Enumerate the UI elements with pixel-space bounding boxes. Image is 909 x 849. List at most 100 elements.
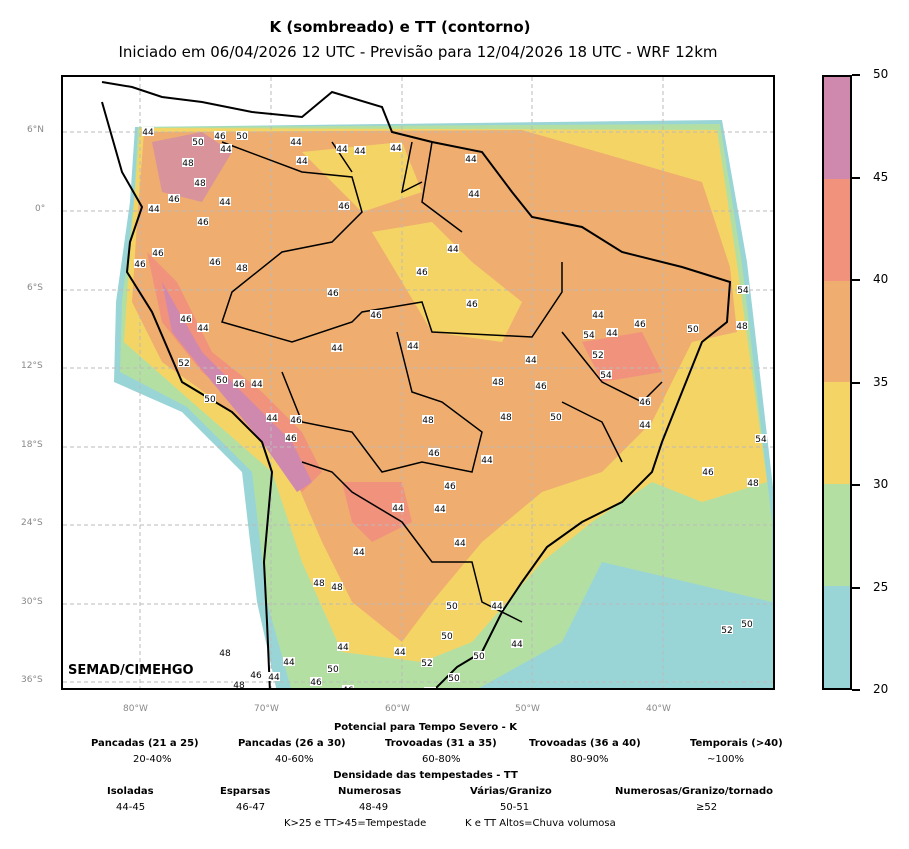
contour-label: 44 <box>142 128 154 138</box>
contour-label: 48 <box>500 413 512 423</box>
contour-label: 46 <box>639 398 651 408</box>
contour-label: 50 <box>441 632 453 642</box>
contour-label: 52 <box>178 359 189 369</box>
contour-label-bg <box>342 685 354 688</box>
colorbar-segment <box>824 586 850 688</box>
contour-label-bg <box>178 358 190 367</box>
contour-label: 44 <box>197 324 209 334</box>
contour-label-bg <box>492 377 504 386</box>
contour-label-bg <box>447 244 459 253</box>
contour-label-bg <box>353 547 365 556</box>
contour-label-bg <box>465 154 477 163</box>
contour-label: 46 <box>466 300 478 310</box>
contour-label: 44 <box>266 414 278 424</box>
contour-label-bg <box>182 158 194 167</box>
contour-label-bg <box>204 394 216 403</box>
colorbar-segment <box>824 178 850 281</box>
lat-tick: 6°N <box>27 125 44 135</box>
contour-label: 48 <box>736 322 748 332</box>
contour-label-bg <box>197 217 209 226</box>
contour-label-bg <box>370 310 382 319</box>
contour-label: 52 <box>592 351 603 361</box>
k-field-yellow-patch <box>372 222 522 342</box>
contour-label: 44 <box>525 356 537 366</box>
lat-tick: 30°S <box>21 597 43 607</box>
contour-label-bg <box>336 144 348 153</box>
contour-label: 44 <box>511 640 523 650</box>
contour-label: 44 <box>336 145 348 155</box>
contour-label: 44 <box>639 421 651 431</box>
contour-label-bg <box>148 204 160 213</box>
credit-label: SEMAD/CIMEHGO <box>68 663 194 678</box>
contour-label-bg <box>639 397 651 406</box>
contour-label: 50 <box>448 674 460 684</box>
contour-label: 46 <box>152 249 164 259</box>
colorbar <box>822 75 852 690</box>
contour-label: 50 <box>236 132 248 142</box>
tt-legend-label: Numerosas <box>338 786 402 797</box>
colorbar-tick-label: 35 <box>873 374 889 389</box>
contour-label-bg <box>290 415 302 424</box>
contour-label-bg <box>721 625 733 634</box>
contour-label: 50 <box>473 652 485 662</box>
contour-label: 46 <box>197 218 209 228</box>
contour-label: 44 <box>454 539 466 549</box>
colorbar-tick <box>852 74 860 76</box>
k-field-yellow-patch <box>302 142 422 212</box>
tt-legend-label: Isoladas <box>107 786 154 797</box>
contour-label: 44 <box>353 548 365 558</box>
tt-legend-label: Várias/Granizo <box>470 786 552 797</box>
contour-label-bg <box>180 314 192 323</box>
contour-label: 50 <box>741 620 753 630</box>
contour-label: 54 <box>583 331 595 341</box>
contour-label-bg <box>168 194 180 203</box>
tt-legend-label: Numerosas/Granizo/tornado <box>615 786 774 797</box>
contour-label-bg <box>755 434 767 443</box>
contour-label-bg <box>736 321 748 330</box>
colorbar-tick-label: 20 <box>873 682 889 696</box>
contour-label: 50 <box>192 138 204 148</box>
contour-label: 54 <box>600 371 612 381</box>
contour-label: 52 <box>421 659 432 669</box>
contour-label: 48 <box>236 264 248 274</box>
contour-label-bg <box>448 673 460 682</box>
contour-label: 54 <box>755 435 767 445</box>
contour-label-bg <box>216 375 228 384</box>
contour-label: 44 <box>148 205 160 215</box>
contour-label-bg <box>491 601 503 610</box>
contour-label: 46 <box>233 380 245 390</box>
contour-label-bg <box>134 259 146 268</box>
contour-label: 46 <box>134 260 146 270</box>
contour-label-bg <box>747 478 759 487</box>
contour-label-bg <box>592 310 604 319</box>
k-legend-label: Pancadas (26 a 30) <box>238 738 346 749</box>
k-legend-label: Trovoadas (31 a 35) <box>385 738 497 749</box>
colorbar-tick-label: 30 <box>873 477 889 491</box>
contour-label-bg <box>535 381 547 390</box>
contour-label: 50 <box>550 413 562 423</box>
contour-label: 46 <box>370 311 382 321</box>
contour-label-bg <box>592 350 604 359</box>
contour-label-bg <box>466 299 478 308</box>
contour-label-bg <box>422 415 434 424</box>
contour-label: 44 <box>447 245 459 255</box>
colorbar-segment <box>824 77 850 179</box>
contour-label: 44 <box>251 380 263 390</box>
contour-label-bg <box>327 664 339 673</box>
contour-label: 50 <box>204 395 216 405</box>
contour-label-bg <box>197 323 209 332</box>
lon-tick: 80°W <box>123 704 148 714</box>
contour-label: 46 <box>285 434 297 444</box>
contour-label-bg <box>606 328 618 337</box>
contour-label-bg <box>266 413 278 422</box>
colorbar-tick <box>852 279 860 281</box>
contour-label-bg <box>421 658 433 667</box>
contour-label-bg <box>390 143 402 152</box>
contour-label-bg <box>283 657 295 666</box>
contour-label: 48 <box>182 159 194 169</box>
contour-label: 44 <box>394 648 406 658</box>
lat-tick: 6°S <box>27 283 43 293</box>
contour-label: 44 <box>468 190 480 200</box>
contour-label-bg <box>194 178 206 187</box>
contour-label-bg <box>634 319 646 328</box>
